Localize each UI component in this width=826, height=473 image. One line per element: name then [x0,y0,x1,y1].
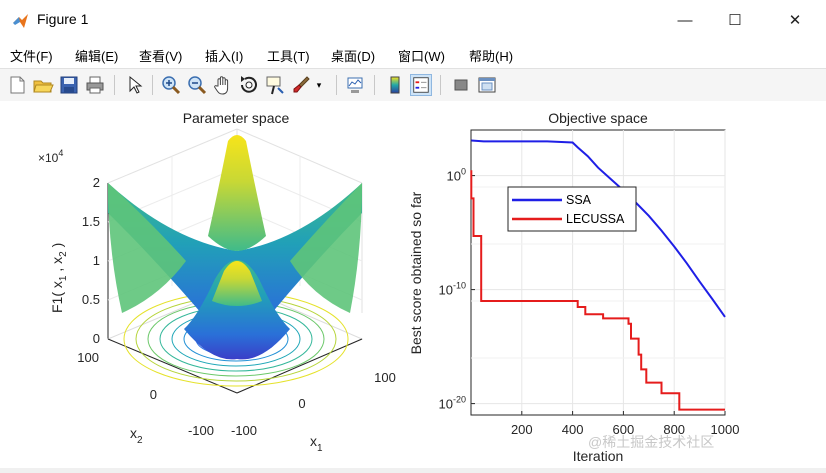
zoom-out-icon[interactable] [186,74,208,96]
menu-edit[interactable]: 编辑(E) [75,49,119,64]
legend-box [507,186,637,232]
surface-front-peak [212,261,262,306]
new-figure-icon[interactable] [6,74,28,96]
link-plot-icon[interactable] [344,74,366,96]
brush-dropdown-icon[interactable]: ▾ [316,80,322,90]
insert-colorbar-icon[interactable] [384,74,406,96]
close-button[interactable]: ✕ [772,0,818,40]
z-tick: 2 [93,175,100,190]
x-axis-label: Iteration [573,448,624,464]
legend-label-ssa: SSA [566,193,592,207]
x1-axis-line [236,338,363,394]
x2-tick: 100 [77,350,99,365]
z-tick: 0 [93,331,100,346]
x1-tick: 100 [374,370,396,385]
x1-tick: 0 [298,396,305,411]
figure-svg: Parameter space [38,110,739,464]
window-title: Figure 1 [37,11,89,27]
y-tick-label: 10-20 [439,395,466,412]
show-plot-tools-icon[interactable] [476,74,498,96]
right-series [470,139,726,411]
z-axis-label: F1( x1 , x2 ) [49,243,69,313]
parameter-space-axes: Parameter space [38,110,396,454]
legend-label-lecussa: LECUSSA [566,212,625,226]
edit-plot-arrow-icon[interactable] [124,74,146,96]
print-icon[interactable] [84,74,106,96]
minimize-icon: — [677,11,693,29]
zoom-in-icon[interactable] [160,74,182,96]
z-exponent: ×104 [38,148,63,165]
surface-back-peak [208,135,266,251]
z-tick: 1.5 [82,214,100,229]
close-icon: ✕ [788,12,802,29]
insert-legend-icon[interactable] [410,74,432,96]
x2-axis-label: x2 [130,425,143,446]
watermark: @稀土掘金技术社区 [588,434,715,450]
y-tick-label: 100 [447,167,466,184]
menu-help[interactable]: 帮助(H) [469,49,514,64]
menu-window[interactable]: 窗口(W) [398,49,445,64]
rotate-3d-icon[interactable] [238,74,260,96]
toolbar: ▾ [0,68,826,102]
menu-desktop[interactable]: 桌面(D) [331,49,376,64]
figure-canvas[interactable]: Parameter space [0,101,826,468]
menu-tools[interactable]: 工具(T) [267,49,310,64]
hide-plot-tools-icon[interactable] [450,74,472,96]
open-file-icon[interactable] [32,74,54,96]
x-tick-label: 200 [511,422,533,437]
title-bar: Figure 1 — ☐ ✕ [0,0,826,40]
toolbar-separator [374,75,375,95]
menu-insert[interactable]: 插入(I) [205,49,244,64]
matlab-logo-icon [13,14,28,28]
z-exponent-power: 4 [58,148,63,158]
x-tick-label: 1000 [711,422,740,437]
x1-tick: -100 [231,423,257,438]
objective-space-axes: Objective space 200 400 600 800 1000 100 10-10… [408,110,739,464]
surface-right-wing [290,183,362,313]
pan-hand-icon[interactable] [212,74,234,96]
x-tick-label: 400 [562,422,584,437]
toolbar-separator [440,75,441,95]
save-icon[interactable] [58,74,80,96]
right-ticks: 200 400 600 800 1000 100 10-10 10-20 [439,167,740,437]
toolbar-separator [114,75,115,95]
toolbar-separator [152,75,153,95]
toolbar-separator [336,75,337,95]
left-plot-title: Parameter space [183,110,290,126]
series-line-lecussa [470,170,725,411]
z-exponent-base: ×10 [38,151,59,165]
maximize-icon: ☐ [728,12,742,29]
menu-view[interactable]: 查看(V) [139,49,183,64]
maximize-button[interactable]: ☐ [712,0,758,40]
minimize-button[interactable]: — [662,0,708,40]
x2-tick: 0 [150,387,157,402]
y-axis-label: Best score obtained so far [408,191,424,354]
z-tick: 1 [93,253,100,268]
x-tick-label: 600 [613,422,635,437]
menu-file[interactable]: 文件(F) [10,49,53,64]
menu-bar: 文件(F) 编辑(E) 查看(V) 插入(I) 工具(T) 桌面(D) 窗口(W… [0,40,826,98]
z-tick: 0.5 [82,292,100,307]
x2-tick: -100 [188,423,214,438]
x2-axis-line [107,338,238,394]
x1-axis-label: x1 [310,433,323,454]
plot-area [470,129,726,416]
right-plot-title: Objective space [548,110,648,126]
series-line-ssa [471,139,726,318]
brush-icon[interactable] [290,74,312,96]
y-tick-label: 10-10 [439,281,466,298]
surface-front [184,260,290,360]
surface-left-wing [108,183,186,313]
legend[interactable]: SSA LECUSSA [507,186,637,232]
x-tick-label: 800 [663,422,685,437]
data-cursor-icon[interactable] [264,74,286,96]
